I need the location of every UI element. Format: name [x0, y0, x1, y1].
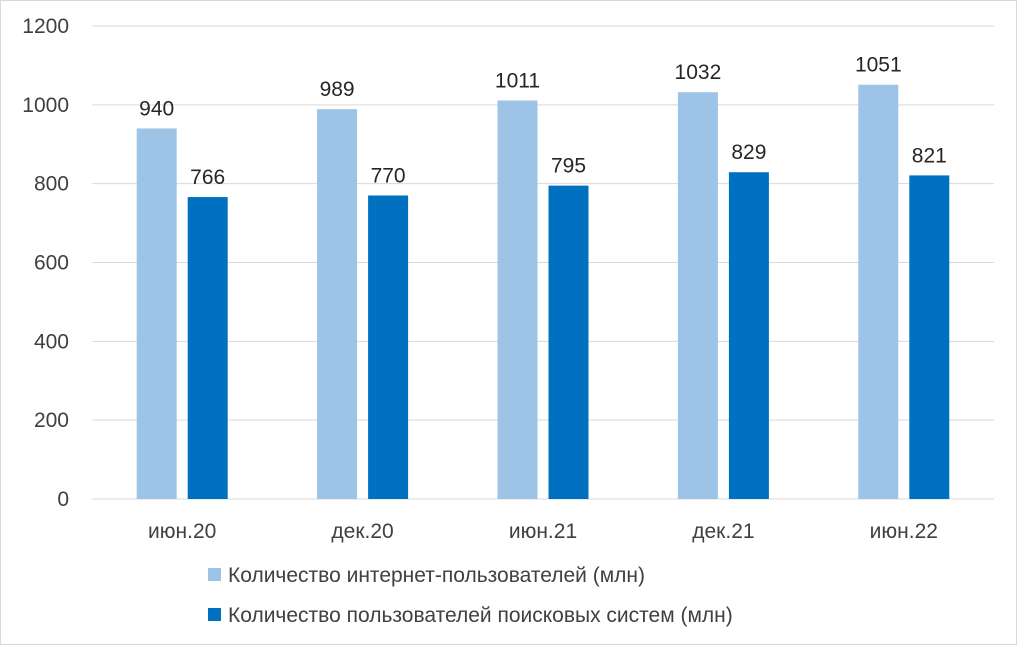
x-tick-label: июн.22 — [870, 520, 938, 543]
legend-label: Количество пользователей поисковых систе… — [228, 604, 733, 627]
y-tick-label: 200 — [34, 409, 69, 432]
legend-label: Количество интернет-пользователей (млн) — [228, 564, 645, 587]
bar-series2 — [187, 197, 228, 499]
x-tick-label: дек.20 — [331, 520, 393, 543]
data-label: 829 — [731, 141, 766, 164]
legend-swatch — [208, 568, 221, 581]
data-label: 1032 — [675, 61, 722, 84]
bar-series1 — [497, 100, 538, 499]
bar-series2 — [368, 195, 409, 499]
bar-series2 — [728, 172, 769, 499]
data-label: 1051 — [855, 54, 902, 77]
data-label: 770 — [371, 164, 406, 187]
bar-series1 — [677, 92, 718, 499]
data-label: 795 — [551, 155, 586, 178]
bar-series2 — [548, 185, 589, 499]
bar-series1 — [858, 84, 899, 499]
y-tick-label: 400 — [34, 330, 69, 353]
data-label: 821 — [912, 144, 947, 167]
y-tick-label: 800 — [34, 173, 69, 196]
bar-series1 — [317, 109, 358, 500]
x-tick-label: июн.20 — [148, 520, 216, 543]
legend-swatch — [208, 608, 221, 621]
x-tick-label: июн.21 — [509, 520, 577, 543]
y-tick-label: 0 — [57, 488, 69, 511]
data-label: 1011 — [495, 69, 540, 92]
y-tick-label: 1200 — [22, 15, 69, 38]
y-tick-label: 1000 — [22, 94, 69, 117]
x-tick-label: дек.21 — [692, 520, 754, 543]
data-label: 940 — [139, 97, 174, 120]
data-label: 766 — [190, 166, 225, 189]
y-tick-label: 600 — [34, 252, 69, 275]
data-label: 989 — [320, 78, 355, 101]
bar-series1 — [136, 128, 177, 499]
bar-series2 — [909, 175, 950, 499]
